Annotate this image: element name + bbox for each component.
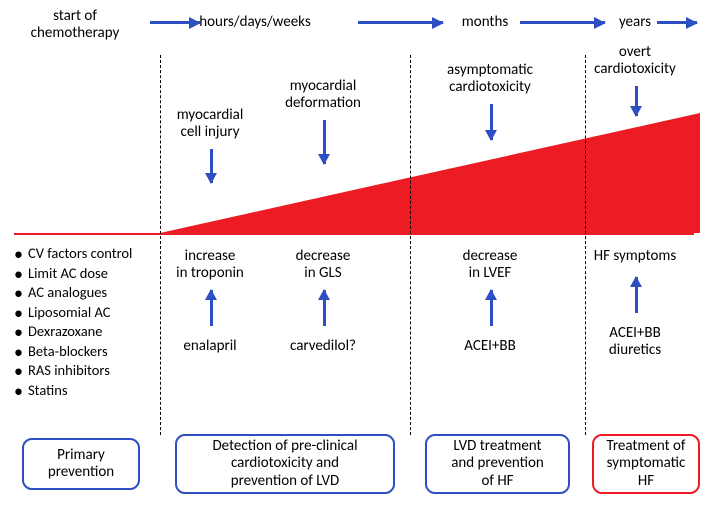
- primary-prevention-bullets: CV factors controlLimit AC doseAC analog…: [14, 244, 132, 401]
- phase-box: Detection of pre-clinicalcardiotoxicity …: [175, 434, 395, 494]
- down-arrow-icon: [210, 149, 213, 183]
- stage-label-below: increasein troponin: [150, 248, 270, 283]
- down-arrow-icon: [323, 120, 326, 164]
- bullet-item: RAS inhibitors: [14, 361, 132, 381]
- stage-label-above: myocardialcell injury: [150, 107, 270, 142]
- up-arrow-icon: [210, 290, 213, 326]
- treatment-label: ACEI+BB: [430, 338, 550, 355]
- phase-box: Treatment ofsymptomaticHF: [592, 434, 700, 494]
- down-arrow-icon: [635, 86, 638, 116]
- stage-label-below: HF symptoms: [575, 248, 695, 265]
- bullet-item: Limit AC dose: [14, 264, 132, 284]
- treatment-label: carvedilol?: [263, 338, 383, 355]
- bullet-item: AC analogues: [14, 283, 132, 303]
- cardiotoxicity-wedge: [0, 0, 708, 240]
- phase-divider: [410, 55, 411, 435]
- up-arrow-icon: [635, 277, 638, 313]
- bullet-item: Beta-blockers: [14, 342, 132, 362]
- stage-label-above: myocardialdeformation: [263, 78, 383, 113]
- up-arrow-icon: [323, 290, 326, 326]
- bullet-item: Dexrazoxane: [14, 322, 132, 342]
- stage-label-below: decreasein GLS: [263, 248, 383, 283]
- bullet-item: CV factors control: [14, 244, 132, 264]
- up-arrow-icon: [490, 290, 493, 326]
- phase-divider: [585, 55, 586, 435]
- stage-label-above: asymptomaticcardiotoxicity: [430, 62, 550, 97]
- treatment-label: enalapril: [150, 338, 270, 355]
- stage-label-above: overtcardiotoxicity: [575, 44, 695, 79]
- stage-label-below: decreasein LVEF: [430, 248, 550, 283]
- bullet-item: Liposomial AC: [14, 303, 132, 323]
- bullet-item: Statins: [14, 381, 132, 401]
- treatment-label: ACEI+BBdiuretics: [575, 325, 695, 360]
- phase-box: LVD treatmentand preventionof HF: [425, 434, 570, 494]
- down-arrow-icon: [490, 104, 493, 140]
- phase-box: Primaryprevention: [22, 438, 140, 490]
